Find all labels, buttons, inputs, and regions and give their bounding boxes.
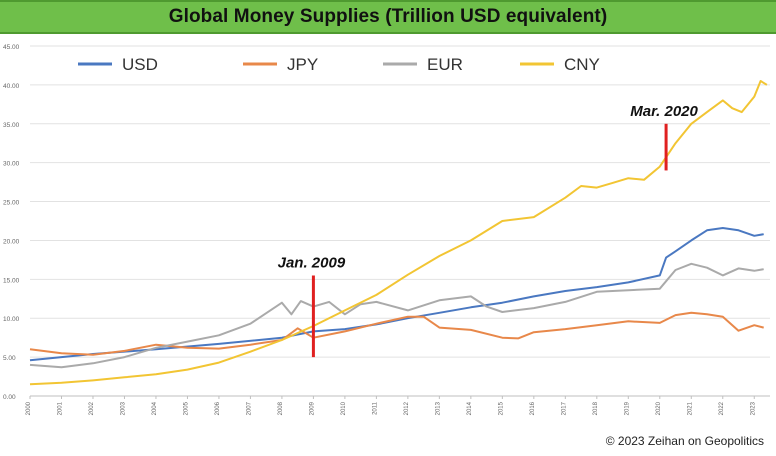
y-tick-label: 10.00 xyxy=(3,316,20,323)
x-tick-label: 2003 xyxy=(120,401,126,415)
x-tick-label: 2023 xyxy=(750,401,756,415)
x-tick-label: 2009 xyxy=(309,401,315,415)
x-tick-label: 2011 xyxy=(372,401,378,415)
y-tick-label: 30.00 xyxy=(3,161,20,168)
y-tick-label: 40.00 xyxy=(3,83,20,90)
x-tick-label: 2006 xyxy=(215,401,221,415)
x-tick-label: 2014 xyxy=(467,401,473,415)
x-tick-label: 2012 xyxy=(404,401,410,415)
chart-title: Global Money Supplies (Trillion USD equi… xyxy=(168,6,608,27)
y-tick-label: 5.00 xyxy=(3,355,16,362)
x-tick-label: 2016 xyxy=(530,401,536,415)
legend-label-usd: USD xyxy=(122,55,158,74)
money-supply-chart: 0.00 5.00 10.00 15.00 20.00 25.00 30.00 35.00 40… xyxy=(3,44,770,415)
legend-label-jpy: JPY xyxy=(287,55,318,74)
legend-label-eur: EUR xyxy=(427,55,463,74)
y-tick-label: 45.00 xyxy=(3,44,20,51)
annotation-label: Mar. 2020 xyxy=(630,103,698,120)
x-tick-label: 2021 xyxy=(687,401,693,415)
x-tick-label: 2022 xyxy=(719,401,725,415)
x-tick-label: 2005 xyxy=(183,401,189,415)
x-tick-label: 2017 xyxy=(561,401,567,415)
series-line-usd xyxy=(29,227,764,362)
x-tick-label: 2013 xyxy=(435,401,441,415)
x-tick-label: 2018 xyxy=(593,401,599,415)
x-tick-label: 2015 xyxy=(498,401,504,415)
x-tick-label: 2019 xyxy=(624,401,630,415)
x-tick-label: 2020 xyxy=(656,401,662,415)
series-line-cny xyxy=(29,80,768,386)
series-line-jpy xyxy=(29,311,764,356)
x-tick-label: 2010 xyxy=(341,401,347,415)
x-tick-label: 2008 xyxy=(278,401,284,415)
y-tick-label: 35.00 xyxy=(3,122,20,129)
y-tick-label: 0.00 xyxy=(3,394,16,401)
x-tick-label: 2007 xyxy=(246,401,252,415)
x-tick-label: 2004 xyxy=(152,401,158,415)
copyright-footer: © 2023 Zeihan on Geopolitics xyxy=(605,434,764,448)
x-tick-label: 2000 xyxy=(26,401,32,415)
series-line-eur xyxy=(29,262,764,369)
legend-label-cny: CNY xyxy=(564,55,600,74)
y-tick-label: 15.00 xyxy=(3,277,20,284)
x-tick-label: 2002 xyxy=(89,401,95,415)
y-tick-label: 20.00 xyxy=(3,238,20,245)
annotation-label: Jan. 2009 xyxy=(278,254,346,271)
y-tick-label: 25.00 xyxy=(3,200,20,207)
x-tick-label: 2001 xyxy=(57,401,63,415)
chart-title-bar: Global Money Supplies (Trillion USD equi… xyxy=(0,0,776,34)
